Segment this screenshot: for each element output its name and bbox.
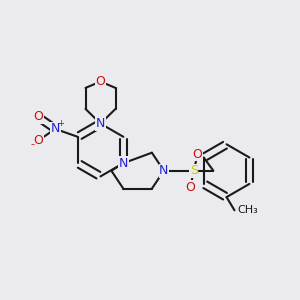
Text: O: O — [185, 181, 195, 194]
Text: O: O — [193, 148, 202, 161]
Text: N: N — [96, 117, 105, 130]
Text: N: N — [159, 164, 169, 177]
Text: O: O — [33, 134, 43, 147]
Text: -: - — [30, 139, 34, 149]
Text: N: N — [50, 122, 60, 135]
Text: CH₃: CH₃ — [238, 205, 258, 215]
Text: O: O — [96, 75, 105, 88]
Text: +: + — [57, 119, 64, 128]
Text: N: N — [119, 157, 128, 170]
Text: O: O — [33, 110, 43, 124]
Text: S: S — [190, 164, 198, 177]
